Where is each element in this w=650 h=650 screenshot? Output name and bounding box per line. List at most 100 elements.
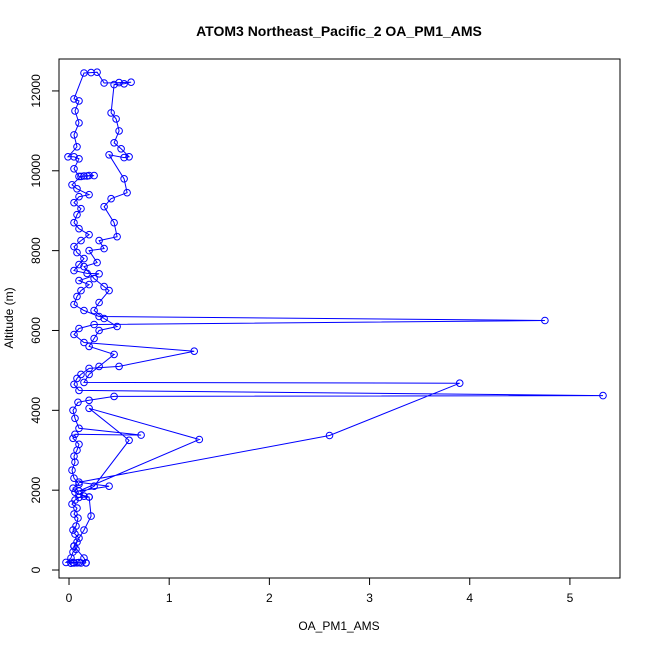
- data-point: [75, 490, 83, 499]
- data-point: [75, 172, 83, 181]
- data-point: [113, 322, 121, 331]
- data-point: [75, 224, 83, 233]
- data-point: [73, 292, 81, 301]
- data-point: [85, 230, 93, 239]
- data-point: [87, 68, 95, 77]
- data-point: [75, 534, 83, 542]
- data-point: [70, 165, 78, 173]
- data-point: [100, 79, 108, 87]
- data-point: [95, 312, 103, 321]
- data-point: [83, 269, 91, 278]
- data-point: [80, 338, 88, 347]
- data-point: [71, 530, 79, 538]
- data-point: [80, 554, 88, 562]
- data-point: [73, 248, 81, 257]
- data-point: [110, 218, 118, 227]
- data-point: [112, 115, 120, 123]
- data-point: [75, 119, 83, 127]
- x-axis-label: OA_PM1_AMS: [298, 619, 379, 633]
- data-point: [115, 362, 123, 371]
- y-tick-label: 12000: [29, 74, 43, 108]
- data-point: [70, 300, 78, 309]
- data-point: [113, 232, 121, 241]
- data-point: [69, 406, 77, 415]
- data-point: [80, 172, 88, 180]
- data-point: [123, 188, 131, 197]
- data-point: [75, 440, 83, 449]
- data-point: [71, 107, 79, 115]
- data-point: [93, 68, 101, 76]
- data-point: [75, 97, 83, 105]
- data-point: [80, 69, 88, 77]
- data-point: [95, 362, 103, 371]
- data-point: [70, 218, 78, 227]
- data-point: [85, 280, 93, 289]
- data-point: [73, 374, 81, 383]
- data-point: [70, 330, 78, 339]
- data-point: [77, 204, 85, 213]
- data-point: [70, 242, 78, 251]
- data-point: [80, 378, 88, 387]
- data-point: [85, 246, 93, 255]
- data-point: [105, 151, 113, 159]
- x-tick-label: 5: [567, 591, 574, 605]
- x-tick-label: 1: [166, 591, 173, 605]
- y-tick-label: 2000: [29, 476, 43, 503]
- data-point: [75, 260, 83, 269]
- x-tick-label: 0: [66, 591, 73, 605]
- data-point: [74, 514, 82, 522]
- data-point: [71, 414, 79, 423]
- data-point: [95, 298, 103, 307]
- data-point: [110, 139, 118, 147]
- data-point: [70, 153, 78, 161]
- data-point: [73, 185, 81, 193]
- data-point: [75, 424, 83, 433]
- data-point: [68, 466, 76, 475]
- data-point: [72, 522, 80, 530]
- data-point: [90, 482, 98, 491]
- data-point: [100, 314, 108, 323]
- x-tick-label: 2: [266, 591, 273, 605]
- data-point: [75, 192, 83, 201]
- data-point: [80, 262, 88, 271]
- y-tick-label: 10000: [29, 154, 43, 188]
- data-point: [70, 380, 78, 389]
- data-point: [62, 558, 70, 567]
- data-point: [90, 306, 98, 315]
- data-point: [115, 127, 123, 135]
- data-point: [125, 436, 133, 445]
- data-point: [68, 181, 76, 189]
- data-point: [85, 190, 93, 199]
- data-point: [125, 153, 133, 161]
- series-layer: [62, 68, 607, 568]
- data-point: [75, 155, 83, 163]
- data-point: [90, 274, 98, 283]
- data-point: [105, 286, 113, 295]
- data-point: [75, 386, 83, 395]
- data-point: [74, 398, 82, 407]
- data-point: [77, 286, 85, 295]
- data-point: [75, 478, 83, 487]
- y-axis: 0 2000 4000 6000 8000 10000 12000: [29, 74, 60, 573]
- data-point: [69, 484, 77, 493]
- data-point: [90, 334, 98, 343]
- data-point: [83, 172, 91, 180]
- data-point: [100, 282, 108, 291]
- data-point: [70, 510, 78, 518]
- data-point: [75, 324, 83, 333]
- data-point: [325, 431, 334, 440]
- data-point: [127, 78, 135, 86]
- y-tick-label: 6000: [29, 317, 43, 344]
- data-point: [70, 542, 78, 550]
- data-point: [107, 109, 115, 117]
- data-point: [70, 266, 78, 275]
- data-point: [85, 342, 93, 351]
- data-point: [85, 364, 93, 373]
- data-point: [120, 175, 128, 183]
- y-axis-label: Altitude (m): [2, 287, 16, 348]
- x-axis: 0 1 2 3 4 5: [66, 577, 574, 605]
- data-point: [82, 559, 90, 567]
- chart-title: ATOM3 Northeast_Pacific_2 OA_PM1_AMS: [196, 23, 482, 39]
- data-point: [117, 145, 125, 153]
